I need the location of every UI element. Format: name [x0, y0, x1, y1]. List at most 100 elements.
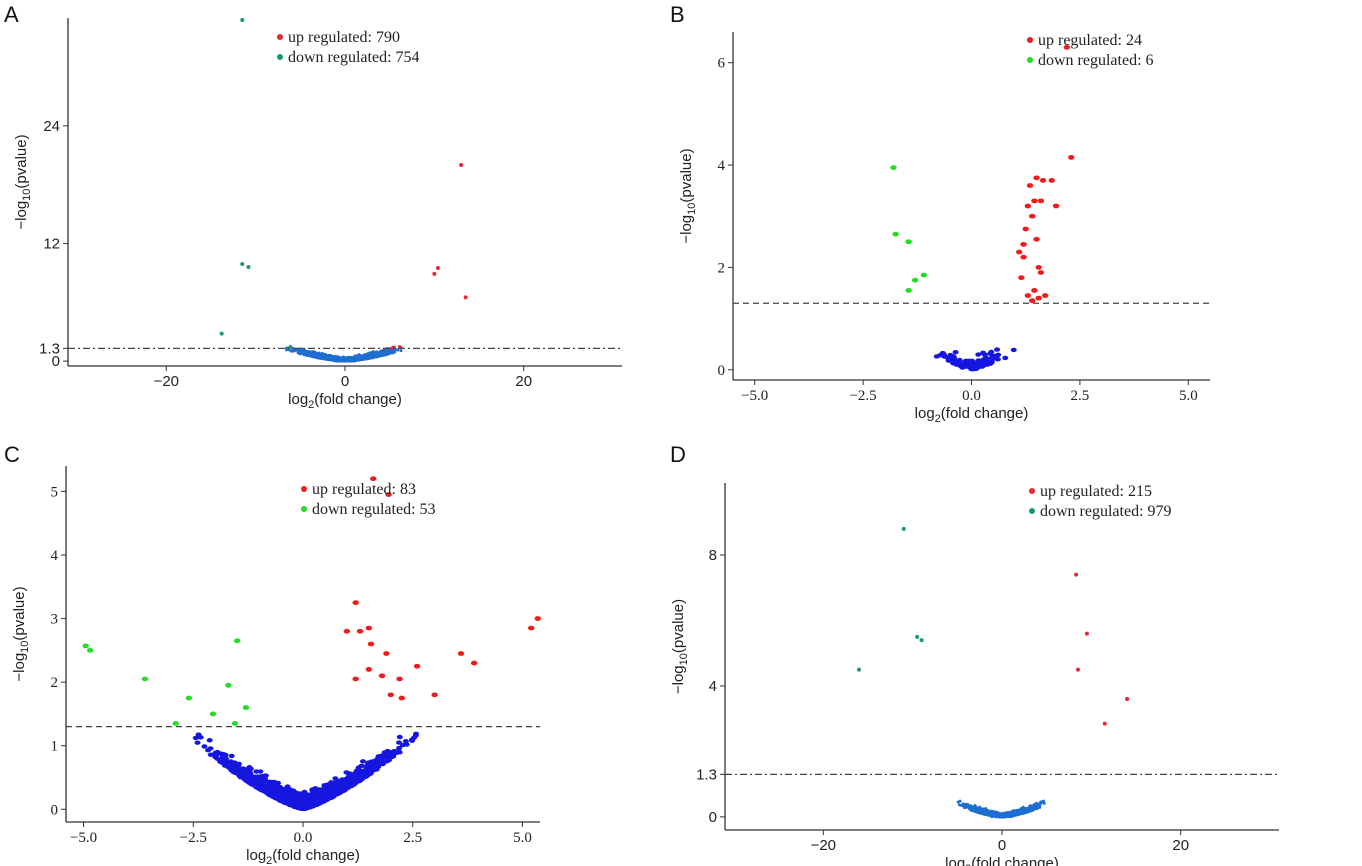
highlight-point-down — [231, 721, 239, 726]
highlight-point-up — [470, 660, 478, 666]
data-point — [292, 804, 299, 809]
highlight-point-down — [225, 682, 232, 688]
data-point — [983, 359, 990, 364]
highlight-point-down — [185, 695, 193, 701]
data-point — [309, 799, 316, 805]
highlight-point-up — [463, 295, 468, 300]
data-point — [240, 766, 247, 771]
highlight-point-up — [1024, 293, 1032, 298]
data-point — [277, 785, 284, 790]
data-point — [296, 349, 300, 353]
x-tick-label: 20 — [1172, 837, 1189, 854]
data-point — [333, 359, 337, 363]
data-point — [396, 750, 403, 755]
data-point — [292, 791, 299, 797]
highlight-point-down — [240, 17, 245, 22]
data-point — [396, 348, 400, 352]
data-point — [371, 762, 378, 767]
data-point — [316, 354, 320, 358]
data-point — [399, 349, 403, 353]
highlight-point-up — [1033, 236, 1040, 242]
data-point — [388, 752, 395, 757]
data-point — [332, 782, 339, 788]
data-point — [371, 758, 378, 763]
point-cloud — [219, 17, 468, 363]
x-tick-label: −20 — [811, 837, 836, 854]
data-point — [387, 350, 391, 354]
y-tick-label: 2 — [51, 675, 59, 691]
data-point — [280, 800, 287, 805]
highlight-point-up — [1033, 175, 1040, 181]
data-point — [952, 349, 959, 355]
legend-item: up regulated: 24 — [1027, 32, 1142, 49]
data-point — [363, 357, 367, 361]
data-point — [206, 738, 213, 743]
x-tick-label: 20 — [515, 373, 532, 390]
legend-marker — [277, 34, 283, 40]
legend-item: up regulated: 790 — [277, 29, 400, 46]
data-point — [953, 360, 960, 365]
data-point — [257, 784, 264, 789]
data-point — [939, 351, 946, 357]
data-point — [248, 778, 255, 784]
data-point — [972, 360, 979, 365]
panel-letter: D — [670, 442, 686, 467]
x-tick-label: 2.5 — [1071, 388, 1090, 404]
data-point — [347, 781, 354, 786]
y-tick-label: 1.3 — [39, 340, 60, 357]
data-point — [321, 357, 325, 361]
legend-label: up regulated: 790 — [288, 29, 400, 46]
highlight-point-up — [1020, 241, 1027, 247]
data-point — [280, 795, 287, 801]
data-point — [222, 755, 229, 761]
highlight-point-up — [365, 667, 373, 672]
legend-item: down regulated: 754 — [277, 49, 420, 66]
data-point — [201, 744, 208, 749]
x-tick-label: 5.0 — [513, 830, 532, 846]
data-point — [223, 761, 230, 766]
x-tick-label: 5.0 — [1179, 388, 1198, 404]
highlight-point-up — [1048, 178, 1055, 183]
data-point — [257, 780, 264, 785]
data-point — [241, 774, 248, 779]
x-tick-label: −2.5 — [180, 830, 207, 846]
x-axis-label: log2(fold change) — [915, 405, 1029, 425]
y-tick-label: 4 — [718, 158, 726, 174]
x-tick-label: −2.5 — [849, 388, 876, 404]
highlight-point-down — [920, 272, 927, 278]
highlight-point-up — [1026, 183, 1034, 188]
highlight-point-up — [457, 651, 465, 656]
highlight-point-down — [246, 264, 251, 269]
data-point — [303, 352, 307, 356]
data-point — [343, 770, 350, 775]
data-point — [991, 355, 998, 360]
data-point — [301, 349, 305, 353]
data-point — [385, 350, 389, 354]
highlight-point-down — [240, 262, 245, 267]
highlight-point-up — [367, 641, 375, 647]
data-point — [272, 791, 279, 796]
x-axis-label: log2(fold change) — [246, 847, 360, 866]
highlight-point-down — [86, 647, 94, 653]
highlight-point-up — [1018, 275, 1025, 281]
highlight-point-up — [435, 265, 440, 270]
point-cloud — [82, 476, 542, 812]
data-point — [322, 789, 329, 795]
x-tick-label: −20 — [154, 373, 179, 390]
highlight-point-up — [1042, 293, 1049, 298]
highlight-point-up — [432, 271, 437, 276]
data-point — [371, 767, 378, 773]
y-axis-label: −log10(pvalue) — [13, 134, 33, 229]
y-axis-label: −log10(pvalue) — [670, 599, 690, 694]
x-tick-label: 0.0 — [294, 830, 313, 846]
data-point — [328, 787, 335, 792]
data-point — [292, 348, 296, 352]
point-cloud — [890, 44, 1075, 372]
y-axis-label: −log10(pvalue) — [11, 586, 31, 681]
y-tick-label: 0 — [51, 802, 59, 818]
data-point — [381, 750, 388, 755]
data-point — [1010, 347, 1017, 353]
y-tick-label: 24 — [43, 118, 60, 135]
